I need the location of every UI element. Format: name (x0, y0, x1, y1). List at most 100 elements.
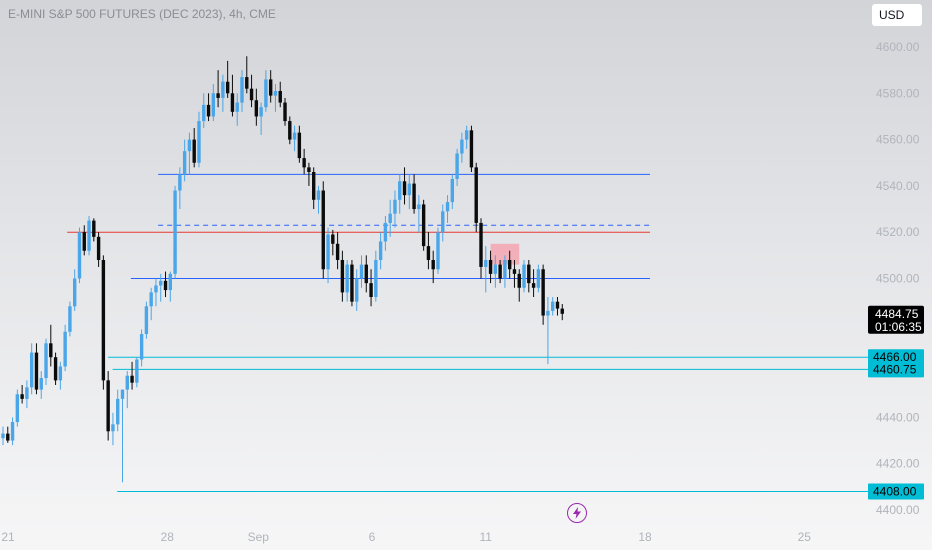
candle-body (488, 259, 493, 274)
candle-body (144, 306, 149, 335)
candle-body (77, 232, 82, 279)
y-tick-label: 4520.00 (876, 225, 920, 239)
flash-icon[interactable] (567, 503, 587, 523)
candle-body (302, 158, 306, 168)
candle-body (73, 278, 77, 307)
candle-body (173, 190, 177, 274)
candle-body (1, 433, 5, 439)
candle-body (426, 246, 431, 260)
candle-body (221, 81, 225, 98)
candle-body (25, 387, 29, 399)
candle-body (474, 167, 478, 223)
candle-body (378, 241, 383, 260)
candle-body (560, 308, 564, 314)
candle-body (288, 121, 292, 140)
candle-body (350, 264, 354, 302)
level-price-label: 4408.00 (873, 484, 917, 498)
candle-body (407, 183, 411, 196)
candle-body (106, 380, 110, 432)
candle-body (445, 202, 450, 212)
candle-body (278, 90, 282, 103)
candle-body (517, 273, 521, 288)
candle-body (197, 121, 201, 163)
lightning-icon (573, 507, 581, 519)
candle-body (202, 104, 206, 122)
candle-body (421, 204, 426, 247)
candle-body (240, 77, 244, 103)
candle-body (297, 132, 302, 159)
candle-body (159, 280, 163, 286)
last-price-label: 4484.75 (875, 307, 919, 321)
candle-body (120, 389, 125, 399)
candle-body (417, 204, 421, 210)
candle-body (364, 264, 368, 284)
x-tick-label: 18 (638, 530, 652, 544)
candle-body (331, 234, 335, 244)
candle-body (206, 104, 211, 117)
candle-body (53, 357, 58, 381)
candle-body (264, 79, 268, 108)
candle-body (383, 222, 388, 242)
candle-body (536, 269, 541, 288)
candle-body (541, 269, 545, 316)
level-price-label: 4460.75 (873, 362, 917, 376)
candle-body (154, 285, 158, 293)
candle-body (441, 211, 445, 233)
candle-body (455, 153, 459, 179)
x-tick-label: 11 (480, 530, 493, 544)
candle-body (249, 88, 254, 101)
candle-body (139, 334, 144, 360)
x-tick-label: Sep (248, 530, 270, 544)
candle-body (326, 234, 330, 270)
candle-body (92, 220, 96, 237)
candle-body (531, 283, 536, 288)
candle-body (192, 139, 196, 163)
candle-body (168, 273, 172, 291)
candle-body (211, 93, 216, 117)
candle-body (340, 259, 345, 293)
candle-body (230, 93, 235, 112)
candle-body (450, 178, 455, 203)
candle-body (321, 190, 325, 270)
candle-body (135, 359, 139, 383)
candle-body (555, 301, 560, 309)
candle-body (29, 352, 34, 388)
candle-body (398, 181, 402, 200)
candle-body (116, 398, 120, 425)
candle-body (436, 232, 440, 270)
y-tick-label: 4500.00 (876, 272, 920, 286)
y-tick-label: 4600.00 (876, 40, 920, 54)
candle-body (469, 130, 474, 168)
candle-body (493, 264, 498, 274)
candle-body (316, 190, 321, 200)
candle-body (178, 174, 182, 191)
candle-body (369, 283, 373, 298)
candle-body (460, 139, 464, 154)
candle-body (503, 259, 507, 279)
candle-body (187, 139, 192, 152)
candle-body (498, 264, 502, 279)
candle-body (130, 375, 134, 383)
candle-body (39, 378, 43, 390)
level-price-tag (868, 349, 924, 366)
candle-body (111, 424, 115, 432)
candle-body (254, 100, 259, 117)
currency-button[interactable]: USD (872, 4, 922, 26)
candle-body (58, 366, 63, 381)
candle-body (355, 278, 359, 302)
candle-body (484, 259, 488, 267)
level-price-tag (868, 361, 924, 378)
countdown-label: 01:06:35 (875, 320, 922, 334)
candle-body (507, 259, 512, 270)
candle-body (235, 102, 239, 112)
candle-body (149, 292, 153, 307)
candle-body (307, 167, 311, 173)
candle-body (245, 77, 249, 89)
candle-body (312, 172, 316, 200)
y-tick-label: 4540.00 (876, 179, 920, 193)
candle-body (125, 375, 129, 390)
candle-body (15, 394, 20, 423)
y-tick-label: 4420.00 (876, 457, 920, 471)
y-tick-label: 4580.00 (876, 86, 920, 100)
